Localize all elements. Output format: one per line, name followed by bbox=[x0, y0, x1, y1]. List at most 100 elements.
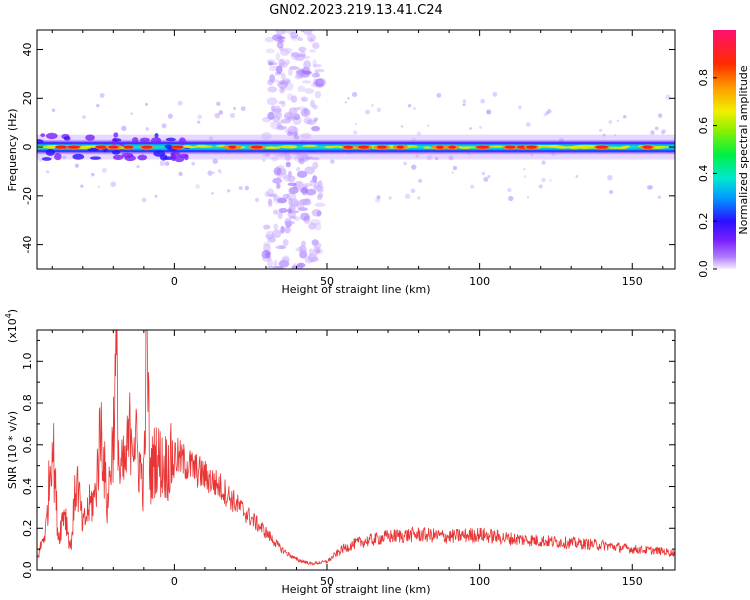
band-blob bbox=[137, 154, 148, 161]
stripe-blob bbox=[313, 185, 324, 191]
spectrogram-x-label: Height of straight line (km) bbox=[281, 283, 430, 296]
noise-speckle bbox=[483, 176, 489, 182]
amplitude-peak bbox=[396, 145, 404, 149]
stripe-blob bbox=[278, 259, 290, 268]
stripe-blob bbox=[272, 177, 283, 184]
stripe-blob bbox=[276, 36, 286, 40]
noise-speckle bbox=[207, 170, 213, 176]
stripe-blob bbox=[317, 80, 323, 84]
noise-speckle bbox=[508, 195, 514, 202]
noise-speckle bbox=[480, 98, 486, 104]
band-core bbox=[289, 145, 298, 149]
stripe-blob bbox=[279, 46, 285, 52]
stripe-blob bbox=[280, 48, 290, 56]
stripe-blob bbox=[284, 47, 293, 54]
stripe-blob bbox=[275, 30, 287, 35]
noise-speckle bbox=[665, 94, 671, 100]
stripe-blob bbox=[297, 154, 304, 161]
noise-speckle bbox=[351, 91, 358, 98]
noise-speckle bbox=[375, 197, 381, 203]
noise-speckle bbox=[412, 106, 416, 110]
noise-speckle bbox=[130, 112, 133, 115]
stripe-blob bbox=[290, 95, 298, 103]
spectrogram-y-label: Frequency (Hz) bbox=[6, 109, 19, 192]
noise-speckle bbox=[481, 171, 486, 176]
stripe-blob bbox=[297, 106, 307, 111]
band-blob bbox=[112, 138, 122, 142]
snr-y-label: SNR (10 * v/v) bbox=[6, 411, 19, 489]
noise-speckle bbox=[136, 164, 140, 169]
band-blob bbox=[164, 144, 173, 149]
amplitude-peak bbox=[376, 145, 387, 149]
stripe-blob bbox=[263, 224, 271, 230]
noise-speckle bbox=[217, 168, 222, 173]
noise-speckle bbox=[82, 115, 86, 119]
stripe-blob bbox=[289, 31, 299, 39]
stripe-blob bbox=[294, 54, 305, 62]
noise-speckle bbox=[62, 155, 66, 160]
stripe-blob bbox=[312, 42, 320, 49]
noise-speckle bbox=[602, 133, 606, 137]
amplitude-peak bbox=[504, 145, 516, 149]
snr-y-tick-label: 0.6 bbox=[21, 436, 34, 454]
colorbar-gradient bbox=[713, 30, 736, 269]
noise-speckle bbox=[646, 185, 652, 190]
colorbar-tick-label: 0.4 bbox=[697, 165, 710, 183]
stripe-blob bbox=[308, 222, 317, 230]
stripe-blob bbox=[309, 49, 316, 53]
noise-speckle bbox=[97, 185, 100, 188]
stripe-blob bbox=[310, 99, 315, 108]
noise-speckle bbox=[254, 197, 260, 202]
band-blob bbox=[85, 134, 95, 141]
stripe-blob bbox=[279, 86, 285, 94]
stripe-blob bbox=[278, 100, 285, 105]
noise-speckle bbox=[141, 197, 147, 203]
stripe-blob bbox=[278, 245, 287, 250]
stripe-blob bbox=[312, 161, 319, 170]
noise-speckle bbox=[530, 154, 533, 157]
stripe-blob bbox=[300, 108, 311, 117]
noise-speckle bbox=[462, 103, 466, 107]
stripe-blob bbox=[308, 248, 314, 256]
stripe-blob bbox=[316, 210, 322, 217]
colorbar-tick-label: 0.6 bbox=[697, 117, 710, 135]
amplitude-peak bbox=[95, 145, 107, 149]
noise-speckle bbox=[101, 167, 107, 173]
stripe-blob bbox=[311, 209, 322, 217]
amplitude-peak bbox=[358, 145, 370, 149]
stripe-blob bbox=[303, 55, 311, 60]
noise-speckle bbox=[526, 196, 530, 199]
noise-speckle bbox=[353, 130, 358, 135]
stripe-blob bbox=[284, 82, 294, 91]
stripe-blob bbox=[305, 188, 317, 196]
noise-speckle bbox=[507, 187, 512, 193]
stripe-blob bbox=[272, 229, 282, 239]
noise-speckle bbox=[418, 178, 423, 183]
stripe-blob bbox=[284, 153, 292, 161]
noise-speckle bbox=[90, 172, 95, 177]
band-blob bbox=[72, 153, 85, 160]
noise-speckle bbox=[661, 130, 665, 135]
stripe-blob bbox=[313, 242, 322, 250]
noise-speckle bbox=[229, 112, 236, 119]
noise-speckle bbox=[80, 184, 84, 188]
stripe-blob bbox=[304, 88, 315, 94]
noise-speckle bbox=[448, 155, 454, 161]
stripe-blob bbox=[302, 80, 312, 84]
stripe-blob bbox=[266, 188, 275, 197]
stripe-blob bbox=[288, 107, 298, 116]
stripe-blob bbox=[303, 107, 308, 115]
colorbar-label: Normalized spectral amplitude bbox=[737, 65, 750, 234]
colorbar: 0.0 0.2 0.4 0.6 0.8 Normalized spectral ampl… bbox=[697, 30, 750, 278]
noise-speckle bbox=[469, 155, 472, 158]
stripe-blob bbox=[277, 211, 283, 220]
stripe-blob bbox=[287, 170, 292, 178]
band-blob bbox=[139, 137, 150, 143]
noise-speckle bbox=[167, 113, 173, 119]
stripe-blob bbox=[263, 241, 271, 247]
stripe-blob bbox=[297, 37, 303, 42]
band-blob bbox=[184, 154, 189, 161]
spectrogram-y-tick-label: 0 bbox=[21, 144, 34, 151]
stripe-blob bbox=[309, 37, 314, 42]
band-blob bbox=[131, 137, 139, 144]
